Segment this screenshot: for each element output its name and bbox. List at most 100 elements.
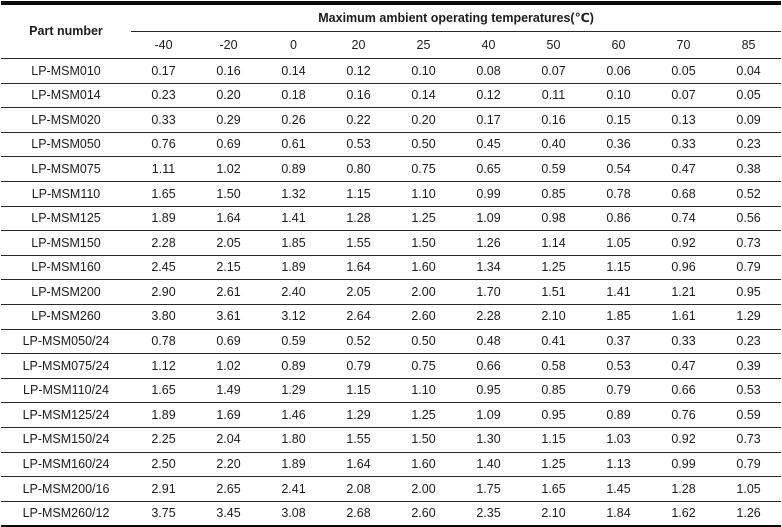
value-cell: 1.15 xyxy=(326,378,391,404)
header-row-title: Part number Maximum ambient operating te… xyxy=(1,3,782,59)
value-cell: 0.17 xyxy=(456,107,521,133)
value-cell: 0.74 xyxy=(651,206,716,232)
value-cell: 1.64 xyxy=(326,452,391,478)
part-number-cell: LP-MSM125/24 xyxy=(1,402,131,428)
part-number-cell: LP-MSM160 xyxy=(1,255,131,281)
value-cell: 1.05 xyxy=(586,230,651,256)
value-cell: 0.09 xyxy=(716,107,782,133)
value-cell: 0.99 xyxy=(651,452,716,478)
value-cell: 2.25 xyxy=(131,427,196,453)
value-cell: 0.05 xyxy=(716,83,782,109)
value-cell: 1.51 xyxy=(521,279,586,305)
value-cell: 0.48 xyxy=(456,329,521,355)
value-cell: 1.89 xyxy=(261,255,326,281)
part-number-cell: LP-MSM110 xyxy=(1,181,131,207)
value-cell: 1.02 xyxy=(196,353,261,379)
value-cell: 0.14 xyxy=(261,58,326,84)
value-cell: 0.61 xyxy=(261,132,326,158)
value-cell: 0.85 xyxy=(521,378,586,404)
value-cell: 0.99 xyxy=(456,181,521,207)
value-cell: 0.66 xyxy=(456,353,521,379)
table-row: LP-MSM200 2.90 2.61 2.40 2.05 2.00 1.70 1.51 1.4… xyxy=(1,279,782,305)
value-cell: 0.52 xyxy=(716,181,782,207)
value-cell: 1.34 xyxy=(456,255,521,281)
part-number-cell: LP-MSM200/16 xyxy=(1,476,131,502)
value-cell: 1.80 xyxy=(261,427,326,453)
value-cell: 1.02 xyxy=(196,156,261,182)
value-cell: 1.60 xyxy=(391,452,456,478)
value-cell: 1.41 xyxy=(261,206,326,232)
table-body: LP-MSM010 0.17 0.16 0.14 0.12 0.10 0.08 0.07 0.0… xyxy=(1,58,782,527)
value-cell: 1.15 xyxy=(521,427,586,453)
value-cell: 0.78 xyxy=(131,329,196,355)
value-cell: 0.50 xyxy=(391,132,456,158)
value-cell: 3.08 xyxy=(281,506,306,521)
value-cell: 1.11 xyxy=(131,156,196,182)
table-row: LP-MSM014 0.23 0.20 0.18 0.16 0.14 0.12 0.11 0.1… xyxy=(1,83,782,109)
value-cell: 0.68 xyxy=(651,181,716,207)
table-row: LP-MSM160/24 2.50 2.20 1.89 1.64 1.60 1.40 1.25… xyxy=(1,452,782,478)
temp-column-header: 25 xyxy=(391,31,456,59)
value-cell: 1.75 xyxy=(456,476,521,502)
value-cell: 0.98 xyxy=(521,206,586,232)
value-cell: 0.16 xyxy=(196,58,261,84)
value-cell: 0.85 xyxy=(521,181,586,207)
table-row: LP-MSM010 0.17 0.16 0.14 0.12 0.10 0.08 0.07 0.0… xyxy=(1,58,782,84)
value-cell: 0.20 xyxy=(196,83,261,109)
value-cell: 2.41 xyxy=(261,476,326,502)
value-cell: 1.28 xyxy=(326,206,391,232)
value-cell: 1.25 xyxy=(391,402,456,428)
value-cell: 1.40 xyxy=(456,452,521,478)
part-number-cell: LP-MSM050/24 xyxy=(1,329,131,355)
value-cell: 0.69 xyxy=(196,132,261,158)
part-number-cell: LP-MSM200 xyxy=(1,279,131,305)
value-cell: 1.29 xyxy=(326,402,391,428)
value-cell: 0.22 xyxy=(326,107,391,133)
value-cell: 2.91 xyxy=(131,476,196,502)
table-row: LP-MSM050 0.76 0.69 0.61 0.53 0.50 0.45 0.40 0.3… xyxy=(1,132,782,158)
value-cell: 2.68 xyxy=(346,506,371,521)
table-row: LP-MSM110/24 1.65 1.49 1.29 1.15 1.10 0.95 0.85… xyxy=(1,378,782,404)
value-cell: 0.59 xyxy=(261,329,326,355)
table-title: Maximum ambient operating temperatures(℃… xyxy=(131,3,782,32)
header-row-temperatures: -40 -20 0 20 25 40 50 60 70 85 xyxy=(1,31,782,59)
value-cell: 0.95 xyxy=(521,402,586,428)
value-cell: 1.60 xyxy=(391,255,456,281)
part-number-cell: LP-MSM050 xyxy=(1,132,131,158)
value-cell: 2.35 xyxy=(476,506,501,521)
value-cell: 1.89 xyxy=(131,402,196,428)
part-number-column-header: Part number xyxy=(1,3,131,59)
value-cell: 1.65 xyxy=(521,476,586,502)
temp-column-header: 40 xyxy=(456,31,521,59)
value-cell: 2.28 xyxy=(456,304,521,330)
table-row: LP-MSM260/12 3.75 3.45 3.08 2.68 2.60 2.35 2.10… xyxy=(1,501,781,526)
value-cell: 2.04 xyxy=(196,427,261,453)
value-cell: 0.96 xyxy=(651,255,716,281)
value-cell: 0.15 xyxy=(586,107,651,133)
value-cell: 0.76 xyxy=(131,132,196,158)
value-cell: 0.79 xyxy=(716,452,782,478)
temp-column-header: 0 xyxy=(261,31,326,59)
value-cell: 0.89 xyxy=(586,402,651,428)
value-cell: 1.70 xyxy=(456,279,521,305)
table-row: LP-MSM200/16 2.91 2.65 2.41 2.08 2.00 1.75 1.65… xyxy=(1,476,782,502)
part-number-cell: LP-MSM010 xyxy=(1,58,131,84)
value-cell: 0.06 xyxy=(586,58,651,84)
value-cell: 0.41 xyxy=(521,329,586,355)
value-cell: 0.39 xyxy=(716,353,782,379)
value-cell: 0.37 xyxy=(586,329,651,355)
table-row: LP-MSM075/24 1.12 1.02 0.89 0.79 0.75 0.66 0.58… xyxy=(1,353,782,379)
value-cell: 1.84 xyxy=(606,506,631,521)
value-cell: 1.15 xyxy=(586,255,651,281)
table-row: LP-MSM150/24 2.25 2.04 1.80 1.55 1.50 1.30 1.15… xyxy=(1,427,782,453)
value-cell: 0.20 xyxy=(391,107,456,133)
value-cell: 0.10 xyxy=(391,58,456,84)
value-cell: 1.61 xyxy=(651,304,716,330)
value-cell: 1.55 xyxy=(326,427,391,453)
value-cell: 0.95 xyxy=(716,279,782,305)
value-cell: 1.85 xyxy=(586,304,651,330)
part-number-cell: LP-MSM150/24 xyxy=(1,427,131,453)
value-cell: 2.60 xyxy=(391,304,456,330)
value-cell: 0.12 xyxy=(456,83,521,109)
